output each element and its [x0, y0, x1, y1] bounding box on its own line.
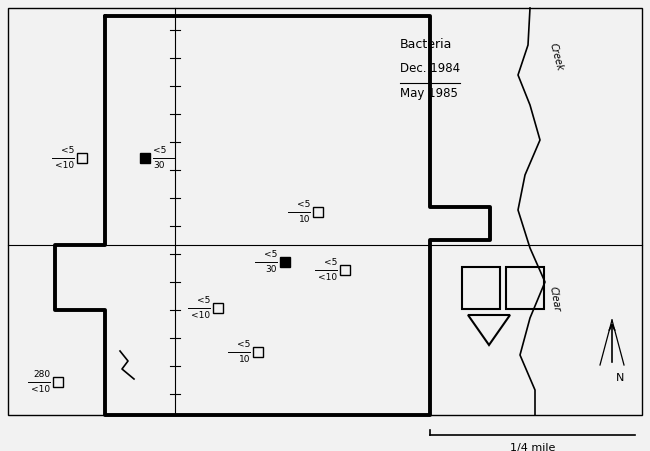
Text: 280: 280	[33, 370, 50, 379]
Text: <5: <5	[60, 146, 74, 155]
Bar	[506, 267, 544, 309]
Bar	[77, 153, 87, 163]
Text: Dec. 1984: Dec. 1984	[400, 62, 460, 75]
Text: <10: <10	[55, 161, 74, 170]
Bar	[253, 347, 263, 357]
Text: 30: 30	[153, 161, 164, 170]
Text: 30: 30	[265, 265, 277, 274]
Text: 10: 10	[298, 215, 310, 224]
Text: <5: <5	[264, 250, 277, 259]
Bar	[462, 267, 500, 309]
Text: <5: <5	[153, 146, 166, 155]
Text: Creek: Creek	[548, 42, 565, 72]
Text: <10: <10	[318, 273, 337, 282]
Text: Bacteria: Bacteria	[400, 38, 452, 51]
Bar	[53, 377, 63, 387]
Text: <5: <5	[237, 340, 250, 349]
Text: May 1985: May 1985	[400, 87, 458, 100]
Text: <10: <10	[191, 311, 210, 320]
Text: <5: <5	[296, 200, 310, 209]
Bar	[140, 153, 150, 163]
Bar	[280, 257, 290, 267]
Text: 10: 10	[239, 355, 250, 364]
Bar	[213, 303, 223, 313]
Text: Clear: Clear	[548, 285, 562, 312]
Text: <5: <5	[196, 296, 210, 305]
Text: <10: <10	[31, 385, 50, 394]
Text: N: N	[616, 373, 624, 383]
Text: <5: <5	[324, 258, 337, 267]
Text: 1/4 mile: 1/4 mile	[510, 443, 555, 451]
Bar	[340, 265, 350, 275]
Bar	[313, 207, 323, 217]
